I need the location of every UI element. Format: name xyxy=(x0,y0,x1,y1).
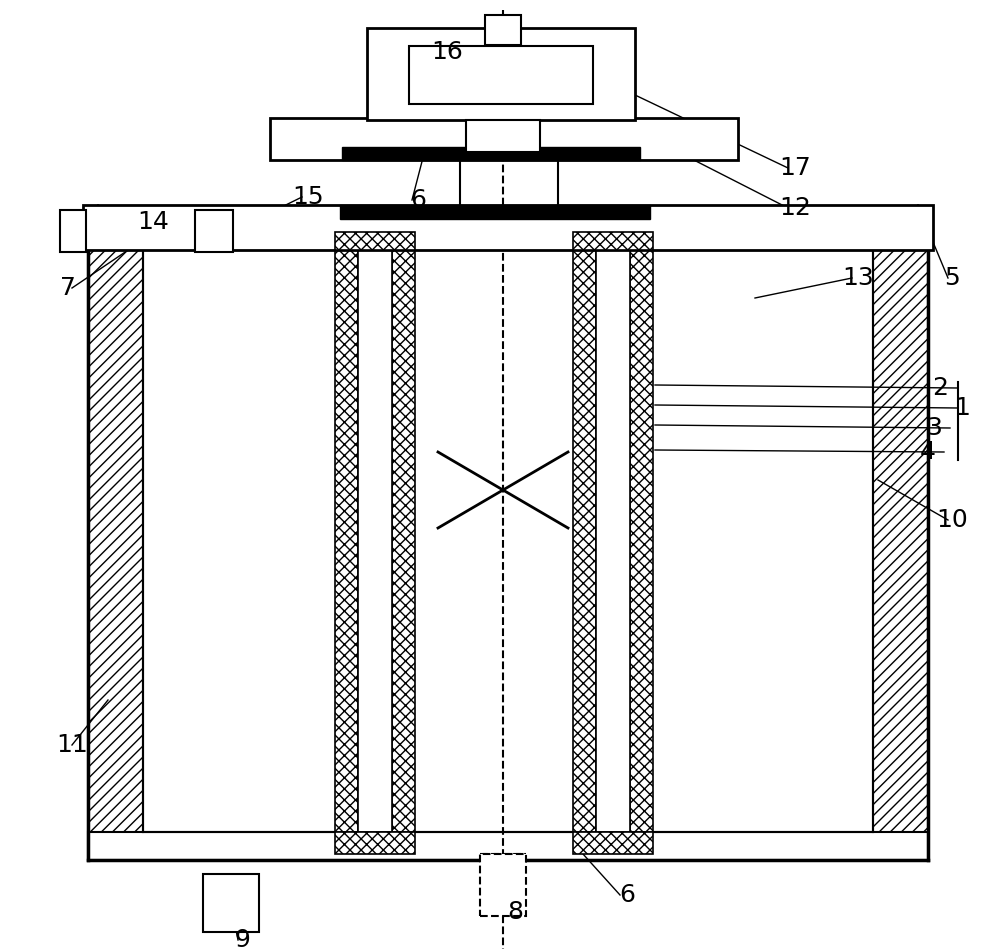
Bar xyxy=(270,118,738,160)
Bar xyxy=(596,250,630,832)
Text: 3: 3 xyxy=(926,416,942,440)
Text: 10: 10 xyxy=(936,508,968,532)
Bar xyxy=(335,832,415,854)
Text: 11: 11 xyxy=(56,733,88,757)
Text: 6: 6 xyxy=(410,188,426,212)
Bar xyxy=(203,874,259,932)
Text: 9: 9 xyxy=(234,928,250,949)
Text: 8: 8 xyxy=(507,900,523,924)
Bar xyxy=(195,210,233,252)
Bar xyxy=(409,46,593,104)
Bar xyxy=(358,250,392,832)
Text: 17: 17 xyxy=(779,156,811,180)
Text: 2: 2 xyxy=(932,376,948,400)
Bar xyxy=(88,832,928,860)
Bar xyxy=(630,250,653,832)
Bar xyxy=(335,232,415,250)
Text: 1: 1 xyxy=(954,396,970,420)
Bar xyxy=(340,205,650,219)
Bar xyxy=(342,147,640,160)
Bar xyxy=(573,232,653,250)
Text: 7: 7 xyxy=(60,276,76,300)
Text: 12: 12 xyxy=(779,196,811,220)
Text: 13: 13 xyxy=(842,266,874,290)
Bar xyxy=(88,208,143,860)
Text: 4: 4 xyxy=(920,440,936,464)
Text: 16: 16 xyxy=(431,40,463,64)
Bar xyxy=(485,15,521,45)
Bar xyxy=(573,832,653,854)
Bar xyxy=(573,250,596,832)
Text: 5: 5 xyxy=(944,266,960,290)
Bar xyxy=(367,28,635,120)
Bar xyxy=(392,250,415,832)
Bar xyxy=(60,210,86,252)
Bar xyxy=(335,250,358,832)
Text: 14: 14 xyxy=(137,210,169,234)
Bar xyxy=(873,208,928,860)
Bar xyxy=(466,120,540,152)
Bar xyxy=(480,854,526,916)
Text: 6: 6 xyxy=(619,883,635,907)
Text: 15: 15 xyxy=(292,185,324,209)
Bar xyxy=(83,205,933,250)
